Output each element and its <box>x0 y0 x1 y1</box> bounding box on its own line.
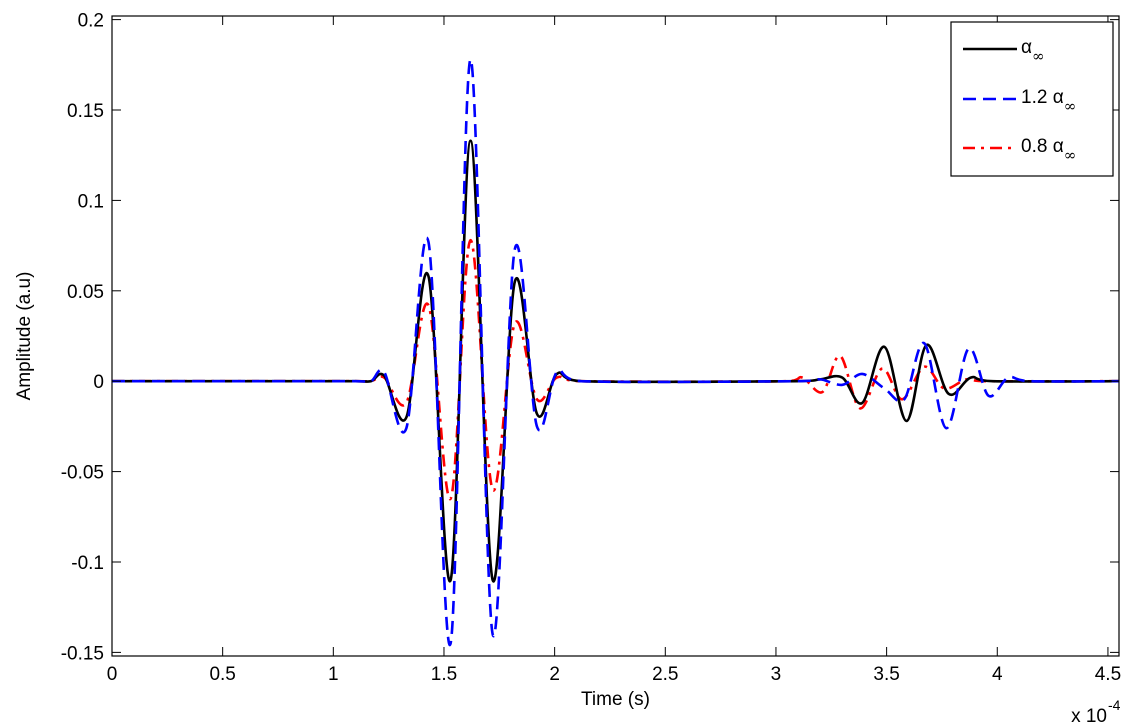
series-layer <box>111 58 1120 647</box>
plot-frame <box>111 15 1120 657</box>
legend-box <box>950 21 1114 177</box>
tick-layer <box>111 16 1119 656</box>
y-tick-label: -0.15 <box>61 643 104 664</box>
x-multiplier-base: x 10 <box>1071 706 1107 727</box>
tick-label-layer: 0 0.5 1 1.5 2 2.5 3 3.5 4 4.5 -0.15 -0.1 -0.05 0 0.05 0… <box>61 11 1121 685</box>
x-tick-label: 2.5 <box>652 664 678 685</box>
series-line-3 <box>111 238 1120 501</box>
y-tick-label: 0.15 <box>67 101 104 122</box>
y-tick-label: -0.05 <box>61 463 104 484</box>
x-tick-label: 4.5 <box>1095 664 1121 685</box>
x-tick-label: 4 <box>992 664 1003 685</box>
legend-label-2: 1.2 α∞ <box>1021 87 1076 115</box>
y-tick-label: 0.2 <box>78 11 104 32</box>
y-tick-label: 0.05 <box>67 282 104 303</box>
x-tick-label: 2 <box>549 664 560 685</box>
y-tick-label: 0 <box>93 372 104 393</box>
x-tick-label: 0 <box>107 664 118 685</box>
x-multiplier-exponent: -4 <box>1108 697 1121 713</box>
y-axis-title: Amplitude (a.u) <box>14 272 35 401</box>
x-tick-label: 1 <box>328 664 339 685</box>
x-axis-multiplier: x 10 -4 <box>1071 697 1121 727</box>
y-tick-label: -0.1 <box>71 553 104 574</box>
series-line-2 <box>111 58 1120 647</box>
x-axis-title: Time (s) <box>581 689 650 710</box>
x-tick-label: 0.5 <box>209 664 235 685</box>
legend-label-1: α∞ <box>1021 37 1044 65</box>
x-tick-label: 3 <box>771 664 782 685</box>
x-tick-label: 1.5 <box>431 664 457 685</box>
legend-label-3: 0.8 α∞ <box>1021 136 1076 164</box>
y-tick-label: 0.1 <box>78 191 104 212</box>
x-tick-label: 3.5 <box>873 664 899 685</box>
legend: α∞ 1.2 α∞ 0.8 α∞ <box>950 21 1114 177</box>
